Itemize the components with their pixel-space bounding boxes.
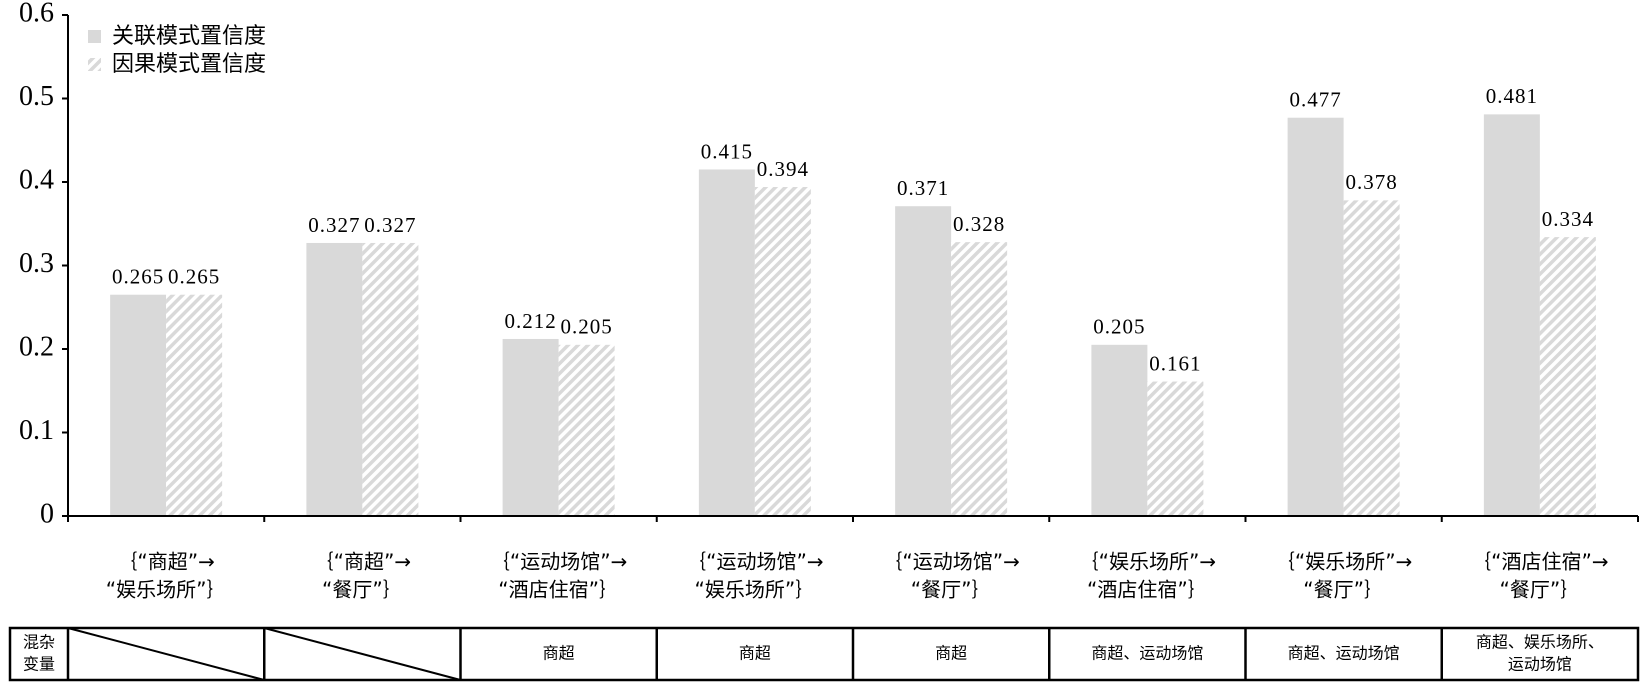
value-label: 0.327: [308, 213, 360, 237]
value-label: 0.371: [897, 176, 949, 200]
empty-cell-diagonal: [67, 627, 265, 681]
value-label: 0.334: [1542, 207, 1594, 231]
bar: [1539, 237, 1596, 517]
x-tick-label: ｛“运动场馆”→: [686, 550, 823, 574]
x-tick-label: “酒店住宿”｝: [498, 578, 619, 602]
y-tick-label: 0.6: [19, 0, 54, 28]
x-tick-label: “餐厅”｝: [1500, 578, 1581, 602]
bar: [1091, 344, 1148, 516]
table-cell: 商超: [543, 644, 575, 663]
table-border: [8, 626, 1640, 682]
bar: [1147, 381, 1204, 516]
bar: [166, 294, 223, 516]
x-tick-label: ｛“商超”→: [314, 550, 411, 574]
y-tick-label: 0.4: [19, 164, 54, 195]
value-label: 0.415: [701, 139, 753, 163]
value-label: 0.205: [561, 315, 613, 339]
bar: [306, 242, 363, 516]
y-tick-label: 0.3: [19, 248, 54, 279]
table-cell: 商超、娱乐场所、: [1476, 633, 1604, 652]
value-label: 0.378: [1346, 170, 1398, 194]
bar: [362, 242, 419, 516]
legend-label: 因果模式置信度: [112, 52, 266, 77]
value-label: 0.212: [505, 309, 557, 333]
value-label: 0.328: [953, 212, 1005, 236]
value-label: 0.327: [364, 213, 416, 237]
bar: [558, 344, 615, 516]
table-header: 混杂: [23, 633, 55, 652]
x-tick-label: ｛“运动场馆”→: [882, 550, 1019, 574]
bar: [1343, 200, 1400, 516]
bar: [698, 169, 755, 516]
value-label: 0.481: [1486, 84, 1538, 108]
x-tick-label: ｛“酒店住宿”→: [1471, 550, 1608, 574]
table-cell: 商超: [739, 644, 771, 663]
x-tick-label: “娱乐场所”｝: [695, 578, 816, 602]
value-label: 0.265: [168, 265, 220, 289]
x-tick-label: “餐厅”｝: [322, 578, 403, 602]
x-tick-label: “娱乐场所”｝: [106, 578, 227, 602]
bar: [754, 187, 811, 516]
legend-swatch: [88, 30, 101, 43]
bar: [1287, 117, 1344, 516]
x-tick-label: “餐厅”｝: [1303, 578, 1384, 602]
x-tick-label: “酒店住宿”｝: [1087, 578, 1208, 602]
x-tick-label: ｛“商超”→: [117, 550, 214, 574]
x-tick-label: “餐厅”｝: [911, 578, 992, 602]
x-tick-label: ｛“娱乐场所”→: [1275, 550, 1412, 574]
table-cell: 商超、运动场馆: [1288, 644, 1400, 663]
bar: [1483, 114, 1540, 517]
y-tick-label: 0.5: [19, 81, 54, 112]
table-cell: 运动场馆: [1508, 655, 1572, 674]
table-header: 变量: [23, 655, 55, 674]
bar: [951, 242, 1008, 516]
value-label: 0.161: [1149, 351, 1201, 375]
legend-label: 关联模式置信度: [112, 24, 266, 49]
bar: [895, 206, 952, 516]
bar: [110, 294, 167, 516]
value-label: 0.477: [1290, 88, 1342, 112]
table-cell: 商超: [935, 644, 967, 663]
legend-swatch: [88, 58, 101, 71]
bar: [502, 338, 559, 516]
y-tick-label: 0.2: [19, 331, 54, 362]
value-label: 0.394: [757, 157, 809, 181]
table-cell: 商超、运动场馆: [1091, 644, 1203, 663]
x-tick-label: ｛“运动场馆”→: [490, 550, 627, 574]
value-label: 0.205: [1093, 315, 1145, 339]
y-tick-label: 0: [40, 498, 54, 529]
empty-cell-diagonal: [263, 627, 461, 681]
value-label: 0.265: [112, 265, 164, 289]
x-tick-label: ｛“娱乐场所”→: [1079, 550, 1216, 574]
y-tick-label: 0.1: [19, 415, 54, 446]
